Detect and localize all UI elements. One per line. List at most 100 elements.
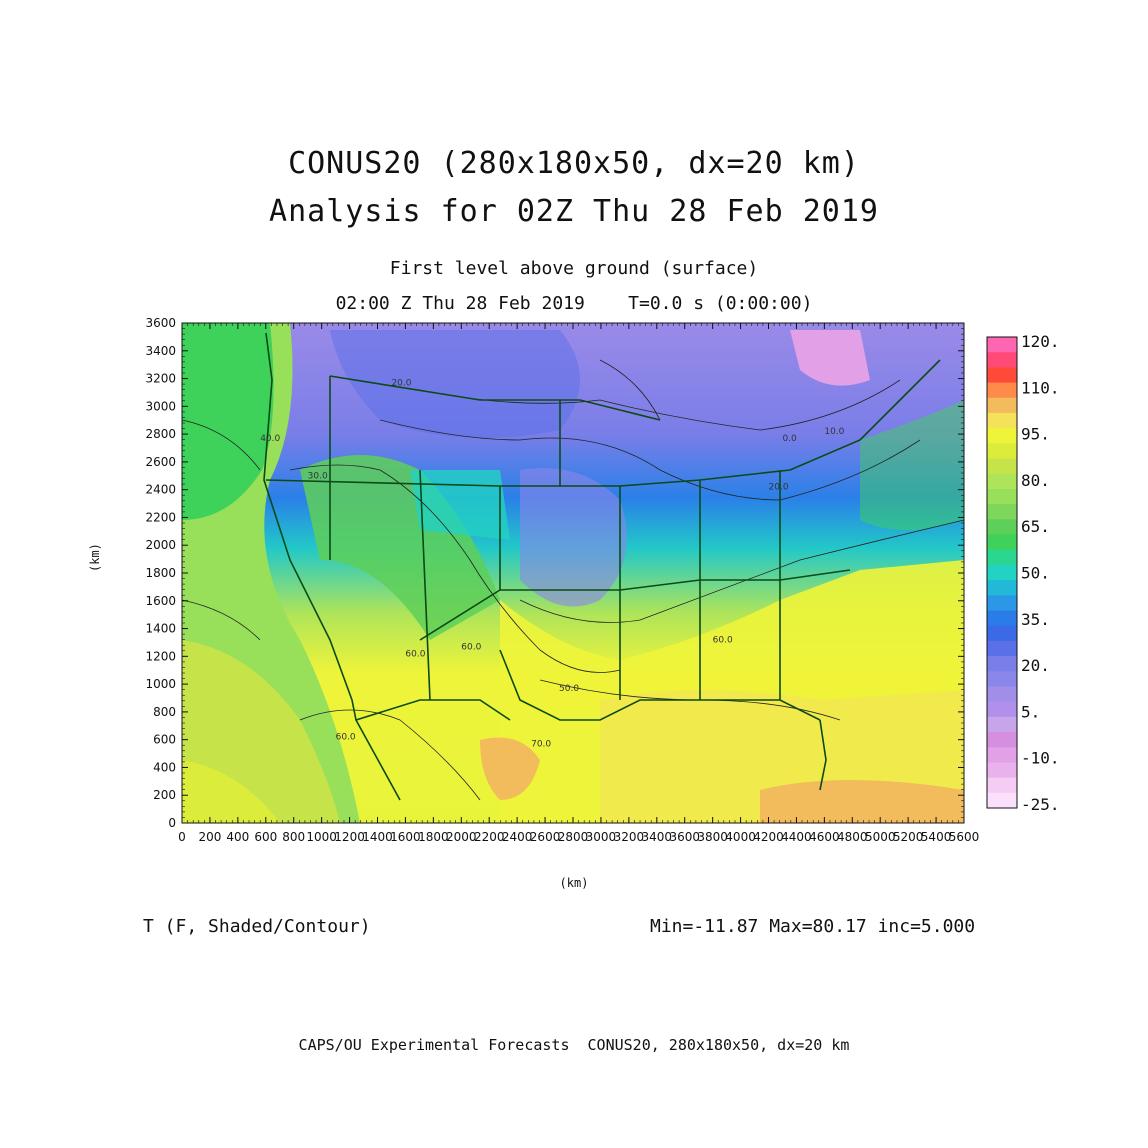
y-tick-label: 3000 xyxy=(145,399,176,413)
colorbar-swatch xyxy=(987,352,1017,368)
y-tick-label: 1200 xyxy=(145,649,176,663)
x-tick-label: 1600 xyxy=(390,830,421,844)
plot-subtitle-time: 02:00 Z Thu 28 Feb 2019 T=0.0 s (0:00:00… xyxy=(335,293,813,314)
x-tick-label: 2200 xyxy=(474,830,505,844)
x-tick-label: 800 xyxy=(282,830,305,844)
x-tick-label: 5600 xyxy=(949,830,980,844)
colorbar-swatch xyxy=(987,458,1017,475)
x-tick-label: 2400 xyxy=(502,830,533,844)
x-axis: 0 200 400 600 800 100012001400160018002000220… xyxy=(178,323,979,844)
y-tick-label: 1800 xyxy=(145,566,176,580)
contour-label: 60.0 xyxy=(713,635,733,645)
colorbar-swatch xyxy=(987,610,1017,627)
y-tick-label: 3600 xyxy=(145,316,176,330)
x-tick-label: 5000 xyxy=(865,830,896,844)
y-tick-label: 2600 xyxy=(145,455,176,469)
colorbar-label: 120. xyxy=(1021,332,1060,351)
colorbar-label: 20. xyxy=(1021,656,1050,675)
colorbar-swatch xyxy=(987,747,1017,763)
colorbar-swatch xyxy=(987,701,1017,718)
colorbar-label: 5. xyxy=(1021,702,1040,721)
colorbar-swatch xyxy=(987,428,1017,444)
x-tick-label: 2800 xyxy=(558,830,589,844)
contour-label: 10.0 xyxy=(824,427,844,437)
y-tick-label: 800 xyxy=(153,705,176,719)
y-tick-label: 600 xyxy=(153,733,176,747)
x-tick-label: 3000 xyxy=(586,830,617,844)
x-tick-label: 5400 xyxy=(921,830,952,844)
x-tick-label: 600 xyxy=(254,830,277,844)
colorbar-swatch xyxy=(987,640,1017,657)
footer-credit: CAPS/OU Experimental Forecasts CONUS20, … xyxy=(298,1036,850,1054)
colorbar-swatch xyxy=(987,595,1017,611)
contour-label: 70.0 xyxy=(531,740,551,750)
y-tick-label: 3400 xyxy=(145,344,176,358)
colorbar-swatch xyxy=(987,382,1017,399)
contour-label: 60.0 xyxy=(405,649,425,659)
colorbar-label: 65. xyxy=(1021,517,1050,536)
y-tick-label: 2000 xyxy=(145,538,176,552)
colorbar-swatch xyxy=(987,443,1017,460)
x-tick-label: 4200 xyxy=(753,830,784,844)
colorbar-swatch xyxy=(987,473,1017,490)
plot-title-line2: Analysis for 02Z Thu 28 Feb 2019 xyxy=(269,194,879,229)
colorbar-swatch xyxy=(987,412,1017,429)
x-tick-label: 2000 xyxy=(446,830,477,844)
x-tick-label: 1000 xyxy=(306,830,337,844)
colorbar-swatch xyxy=(987,656,1017,672)
colorbar-label: 95. xyxy=(1021,425,1050,444)
y-tick-label: 1000 xyxy=(145,677,176,691)
x-tick-label: 200 xyxy=(198,830,221,844)
contour-label: 40.0 xyxy=(260,434,280,444)
colorbar-swatch xyxy=(987,777,1017,794)
colorbar-swatch xyxy=(987,716,1017,733)
contour-label: 0.0 xyxy=(782,434,797,444)
y-tick-label: 3200 xyxy=(145,372,176,386)
colorbar-label: -25. xyxy=(1021,795,1060,814)
y-tick-label: 2800 xyxy=(145,427,176,441)
x-tick-label: 1200 xyxy=(334,830,365,844)
x-tick-label: 4400 xyxy=(781,830,812,844)
x-tick-label: 4800 xyxy=(837,830,868,844)
colorbar-swatch xyxy=(987,488,1017,505)
colorbar-swatch xyxy=(987,504,1017,520)
colorbar-label: -10. xyxy=(1021,749,1060,768)
contour-label: 30.0 xyxy=(308,472,328,482)
y-tick-label: 200 xyxy=(153,788,176,802)
plot-subtitle-level: First level above ground (surface) xyxy=(389,258,759,279)
colorbar-swatch xyxy=(987,792,1017,809)
colorbar-swatch xyxy=(987,625,1017,642)
colorbar-label: 50. xyxy=(1021,564,1050,583)
contour-label: 20.0 xyxy=(391,379,411,389)
contour-label: 20.0 xyxy=(769,483,789,493)
shaded-field xyxy=(182,323,964,823)
colorbar-label: 80. xyxy=(1021,471,1050,490)
x-tick-label: 400 xyxy=(226,830,249,844)
political-boundaries xyxy=(263,332,941,801)
colorbar-swatch xyxy=(987,580,1017,596)
colorbar-swatch xyxy=(987,671,1017,687)
x-tick-label: 0 xyxy=(178,830,186,844)
y-tick-label: 1400 xyxy=(145,622,176,636)
x-tick-label: 3400 xyxy=(642,830,673,844)
colorbar-swatch xyxy=(987,519,1017,536)
colorbar-swatch xyxy=(987,686,1017,703)
x-tick-label: 4000 xyxy=(725,830,756,844)
y-tick-label: 400 xyxy=(153,760,176,774)
x-tick-label: 2600 xyxy=(530,830,561,844)
colorbar-swatch xyxy=(987,549,1017,566)
y-tick-label: 0 xyxy=(168,816,176,830)
colorbar-swatch xyxy=(987,732,1017,748)
x-tick-label: 5200 xyxy=(893,830,924,844)
x-axis-label: (km) xyxy=(559,876,589,890)
plot-title-line1: CONUS20 (280x180x50, dx=20 km) xyxy=(288,146,860,181)
contour-label: 50.0 xyxy=(559,684,579,694)
colorbar-swatch xyxy=(987,367,1017,384)
colorbar-swatch xyxy=(987,564,1017,581)
x-tick-label: 1800 xyxy=(418,830,449,844)
contour-label: 60.0 xyxy=(461,642,481,652)
y-tick-label: 2400 xyxy=(145,483,176,497)
colorbar-label: 110. xyxy=(1021,378,1060,397)
field-stats: Min=-11.87 Max=80.17 inc=5.000 xyxy=(650,916,976,937)
